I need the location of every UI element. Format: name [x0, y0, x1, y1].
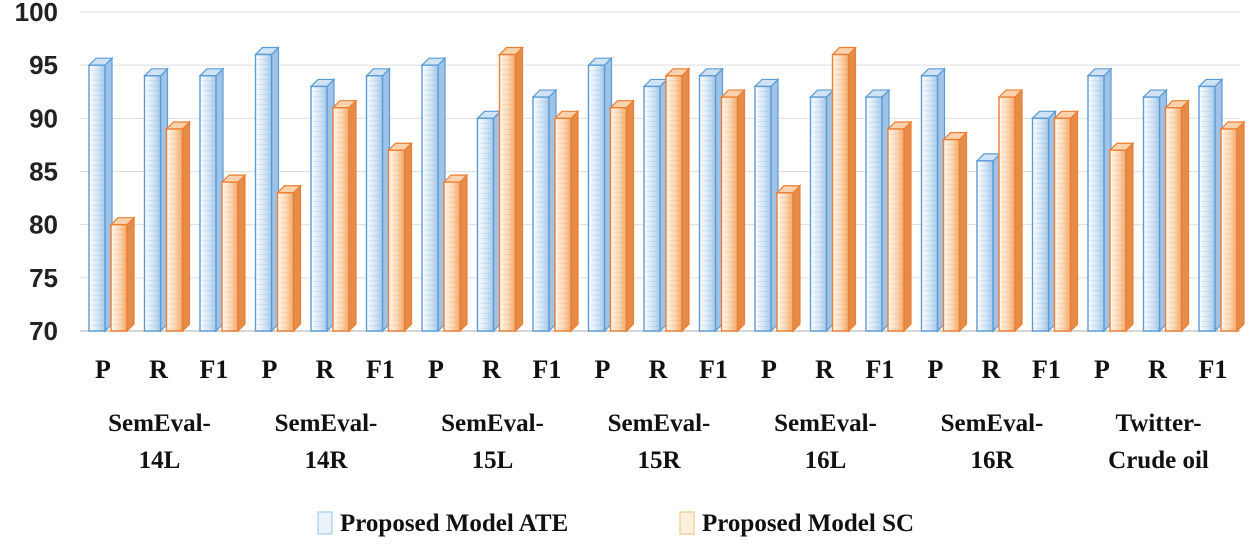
y-tick-label: 95	[29, 50, 58, 80]
x-tick-label: F1	[1032, 355, 1061, 384]
group-label: 16L	[805, 447, 847, 474]
bar-ate	[864, 88, 891, 333]
group-label: SemEval-	[108, 410, 211, 437]
bar-sc	[498, 46, 524, 333]
bar-ate	[698, 67, 724, 333]
legend-swatch-ate	[317, 511, 333, 535]
y-tick-label: 100	[15, 0, 58, 27]
bar-sc	[109, 216, 136, 333]
bar-sc	[331, 99, 358, 333]
x-tick-label: P	[95, 355, 111, 384]
bar-sc	[1164, 99, 1190, 333]
x-tick-label: P	[928, 355, 944, 384]
y-tick-label: 90	[29, 103, 58, 133]
bar-sc	[886, 120, 913, 333]
bar-ate	[365, 67, 391, 333]
bar-ate	[1142, 88, 1168, 333]
group-labels: SemEval- 14L SemEval- 14R SemEval- 15L SemEval…	[108, 410, 1209, 474]
y-tick-label: 85	[29, 157, 58, 187]
group-label: SemEval-	[275, 410, 378, 437]
bar-ate	[198, 67, 225, 333]
x-tick-label: R	[316, 355, 335, 384]
x-tick-label: R	[982, 355, 1001, 384]
bar-sc	[220, 173, 247, 333]
bar-sc	[387, 141, 413, 333]
x-tick-label: R	[649, 355, 668, 384]
bar-ate	[254, 46, 280, 333]
x-tick-label: R	[1148, 355, 1167, 384]
group-label: SemEval-	[774, 410, 877, 437]
group-label: 14L	[139, 447, 181, 474]
bar-sc	[997, 88, 1024, 333]
y-tick-label: 70	[29, 316, 58, 346]
bar-ate	[1031, 109, 1057, 333]
x-tick-label: R	[482, 355, 501, 384]
bar-ate	[420, 56, 447, 333]
bar-ate	[531, 88, 558, 333]
y-axis-ticks: 70 75 80 85 90 95 100	[15, 0, 58, 346]
bar-ate	[920, 67, 946, 333]
bar-sc	[1219, 120, 1246, 333]
group-label: SemEval-	[941, 410, 1044, 437]
bar-ate	[87, 56, 114, 333]
bar-ate	[476, 109, 502, 333]
x-tick-label: F1	[1199, 355, 1228, 384]
group-label: Twitter-	[1115, 410, 1201, 437]
bar-sc	[720, 88, 746, 333]
bars	[87, 46, 1246, 333]
bar-sc	[1108, 141, 1135, 333]
x-tick-label: P	[428, 355, 444, 384]
bar-ate	[642, 77, 669, 333]
group-label: 14R	[304, 447, 348, 474]
bar-sc	[831, 46, 857, 333]
bar-sc	[276, 184, 302, 333]
x-tick-label: P	[761, 355, 777, 384]
x-tick-label: F1	[866, 355, 895, 384]
x-tick-label: F1	[366, 355, 395, 384]
bar-sc	[1053, 109, 1079, 333]
bar-ate	[809, 88, 835, 333]
bar-ate	[587, 56, 613, 333]
bar-sc	[165, 120, 191, 333]
bar-ate	[309, 77, 336, 333]
legend-label-ate: Proposed Model ATE	[340, 510, 568, 537]
group-label: 15L	[472, 447, 514, 474]
bar-ate	[1197, 77, 1224, 333]
bar-ate	[143, 67, 169, 333]
bar-sc	[942, 131, 968, 333]
bar-ate	[975, 152, 1002, 333]
x-axis-ticks: P R F1 P R F1 P R F1 P R F1 P R F1 P R F1 P R F1	[95, 355, 1227, 384]
legend-swatch-sc	[679, 511, 695, 535]
legend: Proposed Model ATE Proposed Model SC	[317, 510, 914, 537]
x-tick-label: P	[595, 355, 611, 384]
group-label: 15R	[637, 447, 681, 474]
legend-label-sc: Proposed Model SC	[702, 510, 914, 537]
bar-ate	[1086, 67, 1113, 333]
bar-sc	[664, 67, 691, 333]
x-tick-label: P	[1094, 355, 1110, 384]
bar-sc	[442, 173, 469, 333]
x-tick-label: F1	[699, 355, 728, 384]
bar-sc	[775, 184, 802, 333]
y-tick-label: 75	[29, 263, 58, 293]
y-tick-label: 80	[29, 210, 58, 240]
x-tick-label: F1	[533, 355, 562, 384]
group-label: Crude oil	[1108, 447, 1209, 474]
bar-sc	[553, 109, 580, 333]
group-label: SemEval-	[441, 410, 544, 437]
bar-ate	[753, 77, 780, 333]
x-tick-label: P	[262, 355, 278, 384]
x-tick-label: F1	[200, 355, 229, 384]
x-tick-label: R	[149, 355, 168, 384]
group-label: 16R	[970, 447, 1014, 474]
group-label: SemEval-	[608, 410, 711, 437]
x-tick-label: R	[815, 355, 834, 384]
bar-sc	[609, 99, 635, 333]
